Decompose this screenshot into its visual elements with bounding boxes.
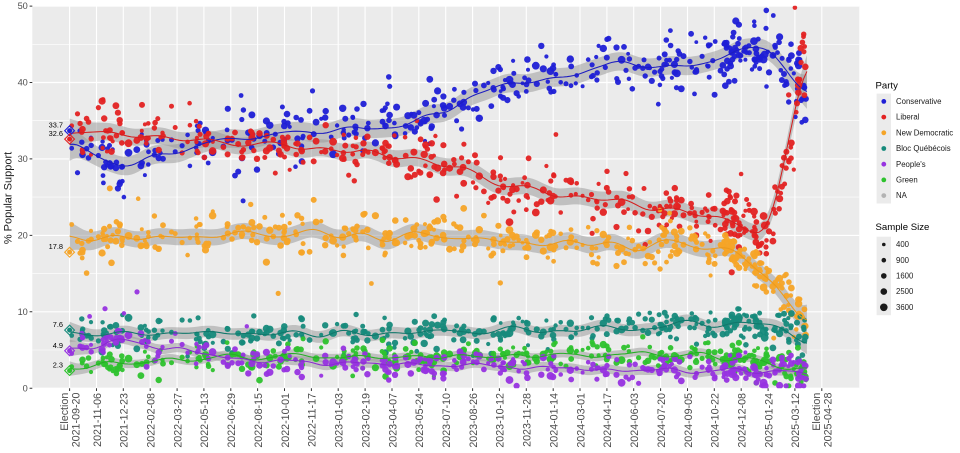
svg-text:2024-07-20: 2024-07-20 bbox=[656, 393, 668, 448]
svg-text:2023-11-28: 2023-11-28 bbox=[522, 393, 534, 447]
svg-text:New Democratic: New Democratic bbox=[896, 128, 953, 137]
svg-text:2023-02-19: 2023-02-19 bbox=[360, 393, 372, 448]
svg-text:2024-03-01: 2024-03-01 bbox=[575, 393, 587, 448]
svg-text:33.7: 33.7 bbox=[49, 121, 63, 130]
svg-text:2022-06-29: 2022-06-29 bbox=[226, 393, 238, 448]
svg-text:Bloc Québécois: Bloc Québécois bbox=[896, 144, 951, 153]
svg-text:2022-08-15: 2022-08-15 bbox=[253, 393, 265, 448]
svg-text:7.6: 7.6 bbox=[53, 320, 63, 329]
svg-text:2024-12-08: 2024-12-08 bbox=[737, 393, 749, 448]
svg-text:2023-01-03: 2023-01-03 bbox=[334, 393, 346, 448]
svg-text:10: 10 bbox=[18, 307, 28, 317]
svg-text:Liberal: Liberal bbox=[896, 113, 920, 122]
svg-text:Conservative: Conservative bbox=[896, 97, 942, 106]
svg-text:2.3: 2.3 bbox=[53, 361, 63, 370]
svg-text:2025-01-24: 2025-01-24 bbox=[763, 393, 775, 448]
svg-text:Green: Green bbox=[896, 176, 918, 185]
svg-text:Party: Party bbox=[876, 81, 899, 92]
svg-text:2022-05-13: 2022-05-13 bbox=[199, 393, 211, 448]
svg-text:2021-09-20: 2021-09-20 bbox=[70, 393, 82, 448]
svg-text:400: 400 bbox=[896, 240, 910, 249]
svg-text:People's: People's bbox=[896, 160, 926, 169]
svg-text:900: 900 bbox=[896, 256, 910, 265]
svg-text:2025-04-28: 2025-04-28 bbox=[823, 393, 835, 448]
svg-text:2024-04-17: 2024-04-17 bbox=[602, 393, 614, 448]
svg-text:Sample Size: Sample Size bbox=[876, 222, 930, 233]
svg-text:2023-04-07: 2023-04-07 bbox=[387, 393, 399, 448]
svg-text:2021-12-23: 2021-12-23 bbox=[119, 393, 131, 448]
svg-text:4.9: 4.9 bbox=[53, 341, 63, 350]
svg-text:2023-05-24: 2023-05-24 bbox=[414, 393, 426, 448]
svg-text:2022-10-01: 2022-10-01 bbox=[280, 393, 292, 448]
svg-text:2022-03-27: 2022-03-27 bbox=[172, 393, 184, 448]
svg-text:2500: 2500 bbox=[896, 287, 914, 296]
svg-text:40: 40 bbox=[18, 78, 28, 88]
svg-text:2025-03-12: 2025-03-12 bbox=[790, 393, 802, 448]
svg-text:32.6: 32.6 bbox=[49, 129, 63, 138]
svg-text:% Popular Support: % Popular Support bbox=[3, 152, 15, 244]
svg-text:Election: Election bbox=[811, 393, 823, 431]
svg-text:NA: NA bbox=[896, 191, 908, 200]
svg-text:2022-02-08: 2022-02-08 bbox=[146, 393, 158, 448]
svg-text:17.8: 17.8 bbox=[49, 242, 63, 251]
svg-text:2023-08-26: 2023-08-26 bbox=[468, 393, 480, 448]
svg-text:2021-11-06: 2021-11-06 bbox=[92, 393, 104, 447]
svg-text:0: 0 bbox=[23, 383, 28, 393]
svg-text:2024-01-14: 2024-01-14 bbox=[549, 393, 561, 448]
svg-text:2024-09-05: 2024-09-05 bbox=[683, 393, 695, 448]
svg-text:2024-06-03: 2024-06-03 bbox=[629, 393, 641, 448]
svg-text:2022-11-17: 2022-11-17 bbox=[307, 393, 319, 447]
svg-text:30: 30 bbox=[18, 154, 28, 164]
svg-text:50: 50 bbox=[18, 1, 28, 11]
svg-text:2023-07-10: 2023-07-10 bbox=[441, 393, 453, 448]
svg-text:Election: Election bbox=[59, 393, 71, 431]
svg-text:1600: 1600 bbox=[896, 272, 914, 281]
svg-text:2024-10-22: 2024-10-22 bbox=[710, 393, 722, 448]
svg-text:2023-10-12: 2023-10-12 bbox=[495, 393, 507, 448]
svg-text:20: 20 bbox=[18, 231, 28, 241]
svg-text:3600: 3600 bbox=[896, 303, 914, 312]
